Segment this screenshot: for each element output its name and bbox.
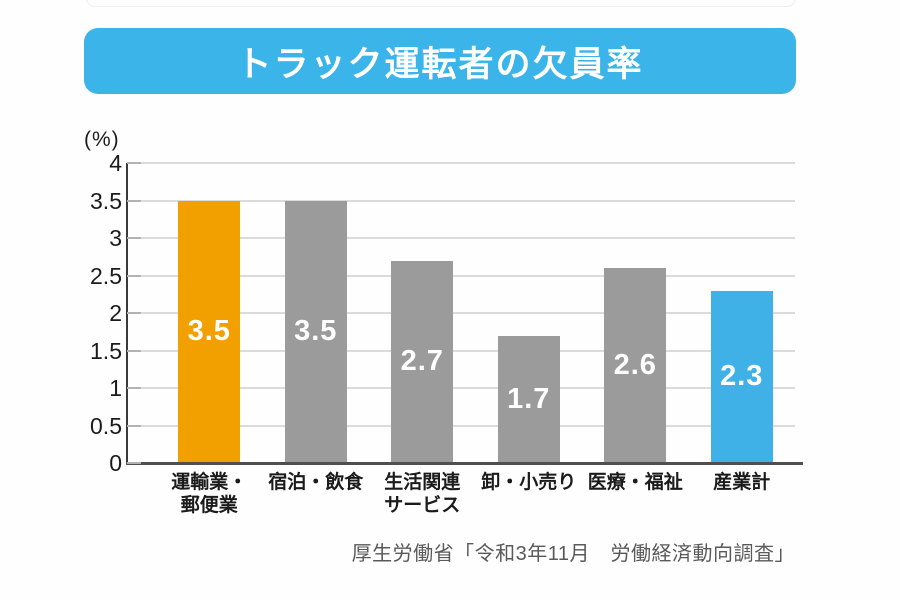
bar: 1.7 bbox=[497, 335, 560, 463]
axis-tickmark bbox=[127, 162, 141, 164]
axis-tickmark bbox=[127, 312, 141, 314]
y-axis-tick-label: 2 bbox=[109, 300, 122, 326]
y-axis-unit-label: (%) bbox=[84, 128, 120, 151]
y-axis-tick-label: 1 bbox=[109, 375, 122, 401]
axis-tickmark bbox=[127, 199, 141, 202]
axis-tickmark bbox=[127, 237, 141, 239]
category-label: 卸・小売り bbox=[481, 472, 577, 493]
y-axis-tick-label: 1.5 bbox=[90, 337, 122, 364]
bar-value-label: 2.7 bbox=[400, 345, 444, 378]
bar-slot: 2.6 bbox=[582, 163, 689, 463]
category-label: 宿泊・飲食 bbox=[268, 472, 364, 493]
data-source-caption: 厚生労働省「令和3年11月 労働経済動向調査」 bbox=[351, 543, 795, 565]
page-title: トラック運転者の欠員率 bbox=[236, 44, 644, 84]
category-label: 運輸業・ 郵便業 bbox=[171, 472, 248, 517]
axis-tickmark bbox=[127, 274, 141, 277]
gridline bbox=[128, 312, 795, 314]
gridline bbox=[128, 199, 795, 202]
axis-tickmark bbox=[127, 349, 141, 352]
bar-value-label: 3.5 bbox=[294, 315, 338, 348]
y-axis-tick-label: 2.5 bbox=[90, 262, 122, 289]
gridline bbox=[128, 237, 795, 239]
bar-value-label: 2.6 bbox=[613, 349, 657, 381]
axis-tickmark bbox=[127, 462, 141, 464]
bar-value-label: 1.7 bbox=[507, 382, 551, 415]
bar: 3.5 bbox=[178, 200, 241, 463]
bar-slot: 3.5 bbox=[156, 163, 263, 463]
y-axis-tick-label: 3.5 bbox=[90, 187, 122, 214]
y-axis-tick-label: 3 bbox=[109, 225, 122, 251]
bars-row: 3.5 3.5 2.7 1.7 2.6 2.3 bbox=[128, 163, 795, 463]
category-label: 産業計 bbox=[713, 472, 771, 493]
y-axis-tick-label: 4 bbox=[109, 150, 122, 176]
gridline bbox=[128, 162, 795, 164]
y-axis-tick-label: 0.5 bbox=[90, 412, 122, 439]
gridline bbox=[128, 274, 795, 277]
bar-slot: 3.5 bbox=[263, 163, 370, 463]
gridline bbox=[128, 387, 795, 389]
bar: 2.6 bbox=[604, 268, 667, 463]
bar-chart-plot-area: 3.5 3.5 2.7 1.7 2.6 2.3 運輸業・ 郵便業 宿泊・飲食 生活関連 サービス卸… bbox=[126, 162, 803, 516]
category-label: 生活関連 サービス bbox=[384, 472, 461, 517]
gridline bbox=[128, 424, 795, 427]
title-banner: トラック運転者の欠員率 bbox=[84, 28, 796, 94]
axis-tickmark bbox=[127, 424, 141, 427]
axis-tickmark bbox=[127, 387, 141, 389]
y-axis-tick-label: 0 bbox=[109, 450, 122, 476]
category-label: 医療・福祉 bbox=[587, 472, 683, 493]
gridline bbox=[128, 349, 795, 352]
y-axis-tick-labels: 4 3.5 3 2.5 2 1.5 1 0.5 0 bbox=[30, 151, 122, 475]
category-labels-row: 運輸業・ 郵便業 宿泊・飲食 生活関連 サービス 卸・小売り 医療・福祉 産業計 bbox=[128, 471, 795, 517]
bar-slot: 1.7 bbox=[476, 163, 583, 463]
bar-value-label: 3.5 bbox=[187, 315, 231, 348]
bar: 2.7 bbox=[391, 260, 454, 463]
bar-slot: 2.7 bbox=[369, 163, 476, 463]
bar-slot: 2.3 bbox=[689, 163, 796, 463]
bar-value-label: 2.3 bbox=[720, 360, 764, 393]
bar: 2.3 bbox=[710, 290, 773, 463]
cropped-top-decoration bbox=[86, 0, 796, 7]
x-axis-line bbox=[126, 462, 803, 465]
bar: 3.5 bbox=[284, 200, 347, 463]
